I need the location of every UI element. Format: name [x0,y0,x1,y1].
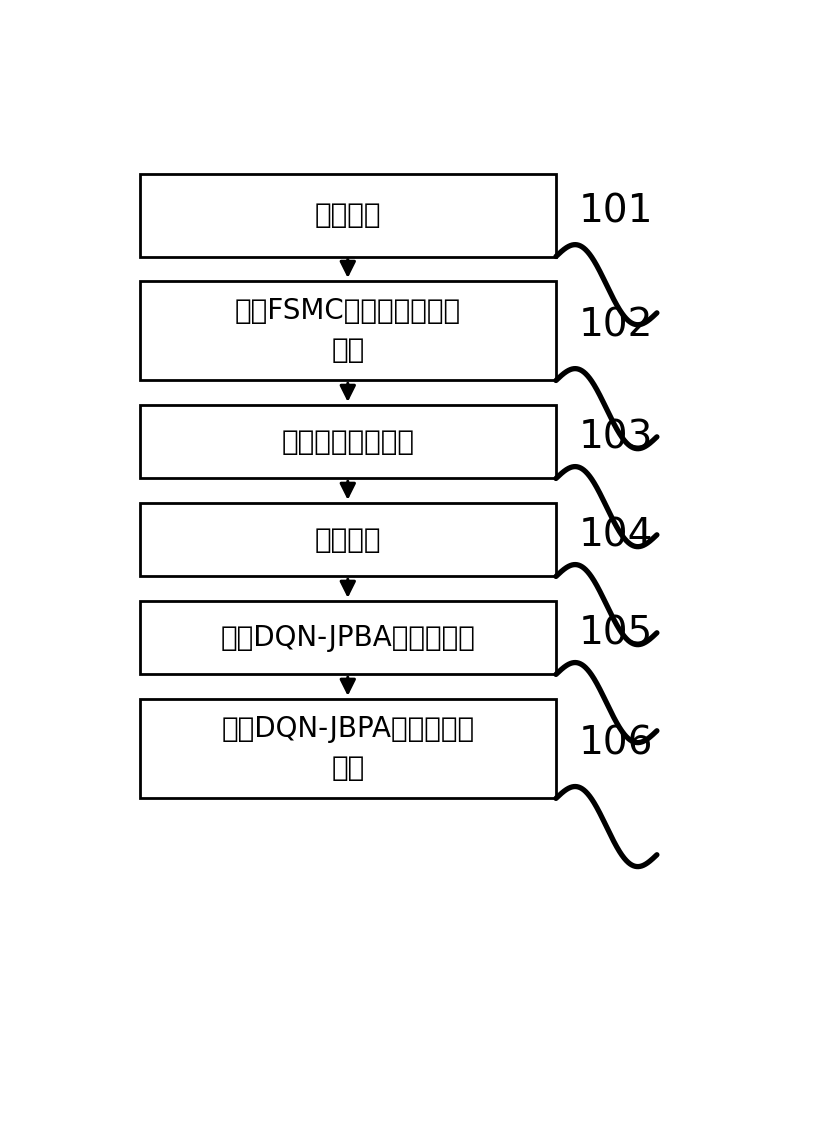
Text: 102: 102 [579,306,653,345]
Text: 105: 105 [579,615,653,653]
Text: 104: 104 [579,517,653,555]
Bar [140,600,556,674]
Bar [140,698,556,798]
Text: 设计DQN-JPBA方法的模型: 设计DQN-JPBA方法的模型 [221,624,475,652]
Text: 106: 106 [579,724,653,762]
Bar [140,175,556,257]
Text: 定义用户传输速率: 定义用户传输速率 [282,428,414,456]
Text: 定义FSMC毫米波时变信道
模型: 定义FSMC毫米波时变信道 模型 [234,297,461,364]
Text: 101: 101 [579,193,653,230]
Text: 设计DQN-JBPA方法的实现
流程: 设计DQN-JBPA方法的实现 流程 [221,715,475,783]
Text: 103: 103 [579,419,653,457]
Bar [140,280,556,381]
Bar [140,404,556,479]
Bar [140,502,556,577]
Text: 问题建模: 问题建模 [314,526,381,554]
Text: 场景假设: 场景假设 [314,202,381,230]
